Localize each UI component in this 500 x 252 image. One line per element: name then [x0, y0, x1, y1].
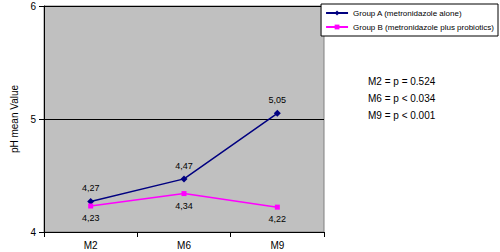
svg-text:4: 4 [30, 227, 36, 238]
svg-text:pH mean Value: pH mean Value [9, 84, 20, 153]
svg-text:M6: M6 [177, 240, 191, 251]
svg-text:4,47: 4,47 [175, 161, 193, 171]
svg-text:4,34: 4,34 [175, 201, 193, 211]
svg-text:Group B (metronidazole plus pr: Group B (metronidazole plus probiotics) [353, 23, 494, 32]
svg-text:M6 = p < 0.034: M6 = p < 0.034 [368, 93, 436, 104]
svg-text:6: 6 [30, 1, 36, 12]
svg-text:5: 5 [30, 114, 36, 125]
svg-text:4,27: 4,27 [82, 183, 100, 193]
svg-text:M2 = p = 0.524: M2 = p = 0.524 [368, 76, 436, 87]
svg-text:4,22: 4,22 [269, 214, 287, 224]
svg-text:M2: M2 [84, 240, 98, 251]
svg-text:Group A (metronidazole alone): Group A (metronidazole alone) [353, 9, 462, 18]
svg-text:4,23: 4,23 [82, 213, 100, 223]
svg-text:M9 = p < 0.001: M9 = p < 0.001 [368, 110, 436, 121]
svg-text:M9: M9 [270, 240, 284, 251]
svg-text:5,05: 5,05 [269, 95, 287, 105]
